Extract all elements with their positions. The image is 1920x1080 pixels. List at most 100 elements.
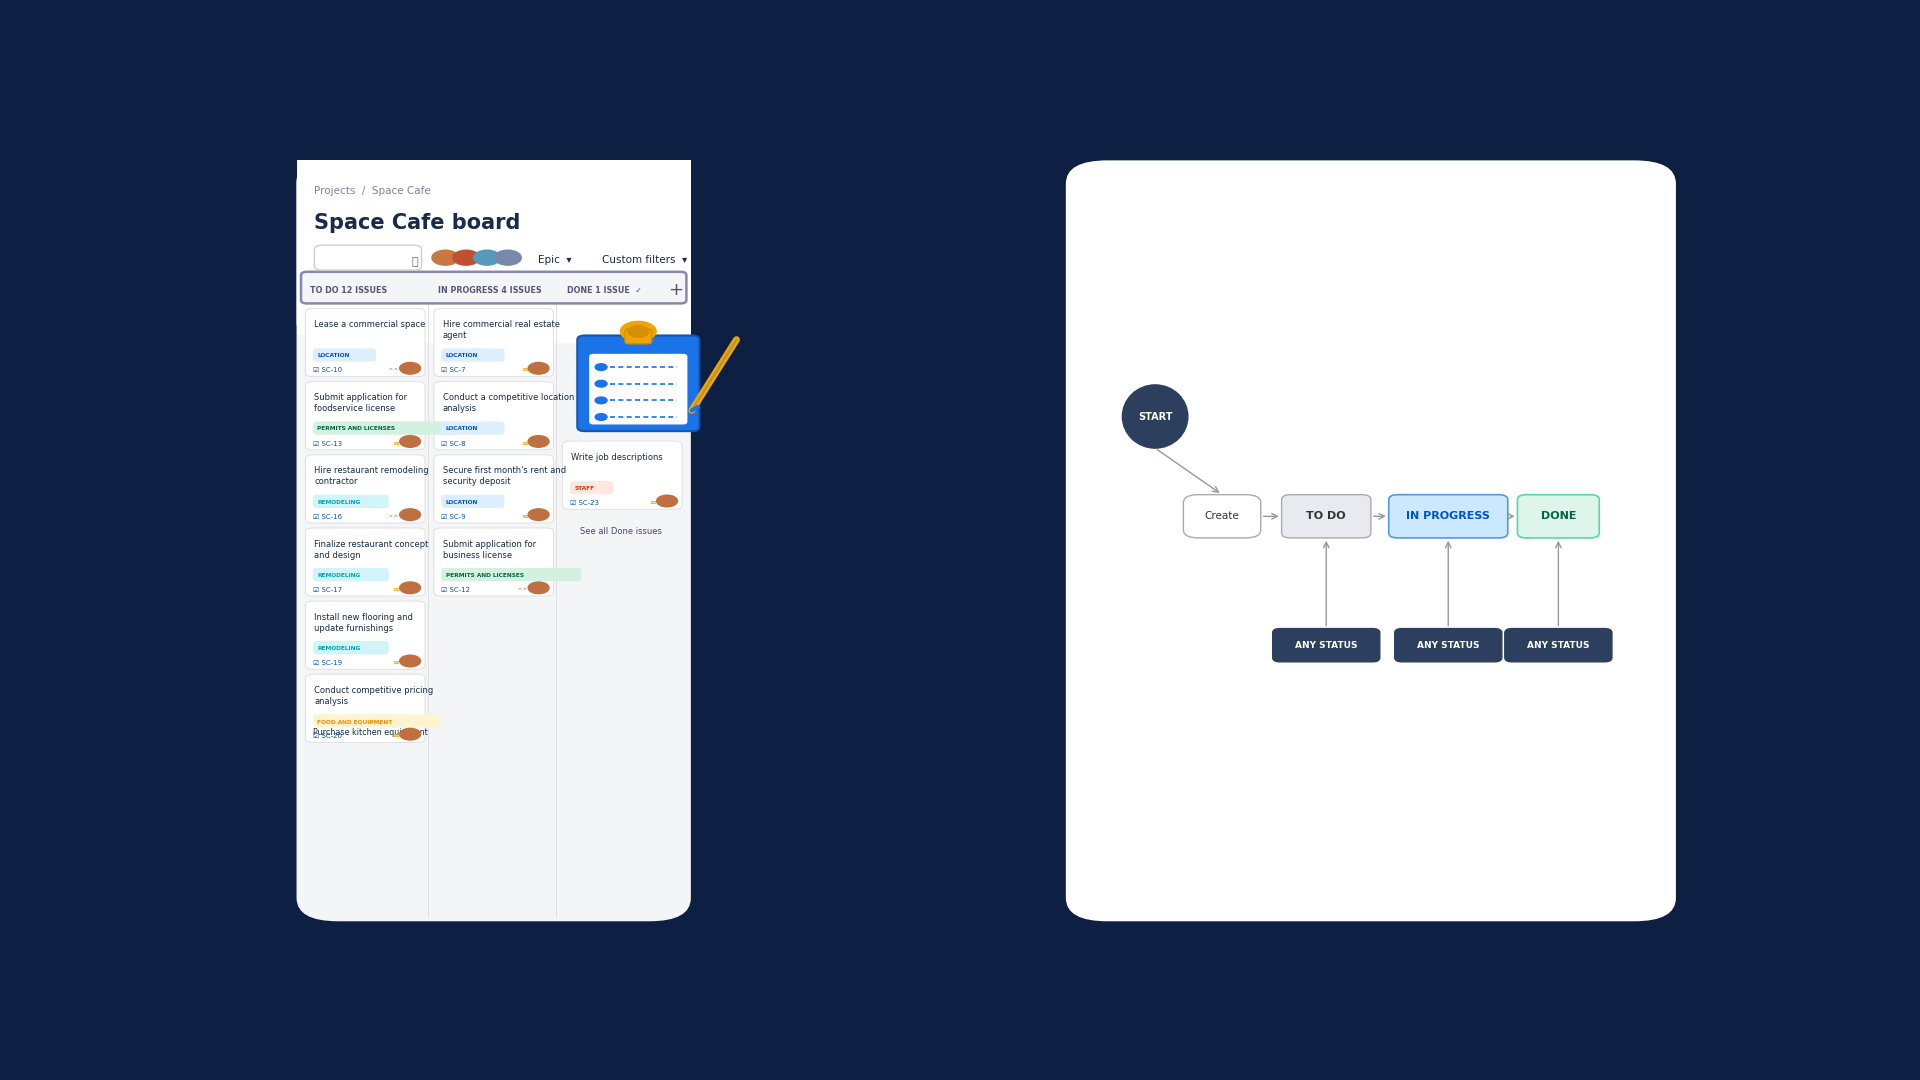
Circle shape [595,364,607,370]
Text: PERMITS AND LICENSES: PERMITS AND LICENSES [317,427,396,432]
Text: DONE 1 ISSUE  ✓: DONE 1 ISSUE ✓ [566,285,641,295]
Circle shape [528,435,549,447]
Circle shape [399,509,420,521]
Circle shape [595,380,607,387]
Text: ☑ SC-16: ☑ SC-16 [313,514,342,519]
FancyBboxPatch shape [1183,495,1261,538]
Text: REMODELING: REMODELING [317,500,361,504]
Text: Custom filters  ▾: Custom filters ▾ [601,256,687,266]
Circle shape [657,495,678,507]
Text: ⌃⌃: ⌃⌃ [388,514,399,519]
Text: ☑ SC-19: ☑ SC-19 [313,660,342,666]
FancyBboxPatch shape [434,528,553,596]
Circle shape [453,251,480,266]
Text: See all Done issues: See all Done issues [580,527,662,537]
Circle shape [399,435,420,447]
FancyBboxPatch shape [305,381,424,449]
Text: LOCATION: LOCATION [445,427,478,432]
Text: Submit application for
foodservice license: Submit application for foodservice licen… [315,393,407,414]
Text: Hire restaurant remodeling
contractor: Hire restaurant remodeling contractor [315,467,428,486]
Circle shape [495,251,520,266]
Text: TO DO 12 ISSUES: TO DO 12 ISSUES [309,285,388,295]
Text: ⌕: ⌕ [411,257,419,267]
FancyBboxPatch shape [442,349,505,362]
Circle shape [595,414,607,420]
Text: ≡: ≡ [520,365,528,375]
Text: ANY STATUS: ANY STATUS [1294,640,1357,650]
Text: PERMITS AND LICENSES: PERMITS AND LICENSES [445,572,524,578]
FancyBboxPatch shape [305,528,424,596]
Text: ☑ SC-10: ☑ SC-10 [313,367,342,374]
Text: ≡: ≡ [649,498,657,508]
Text: TO DO: TO DO [1306,511,1346,522]
Text: ANY STATUS: ANY STATUS [1526,640,1590,650]
Circle shape [620,322,657,341]
FancyBboxPatch shape [1273,629,1380,662]
Text: ≡: ≡ [392,658,399,667]
Text: Write job descriptions: Write job descriptions [572,453,662,462]
FancyBboxPatch shape [1283,495,1371,538]
FancyBboxPatch shape [434,309,553,377]
FancyBboxPatch shape [1517,495,1599,538]
Text: Hire commercial real estate
agent: Hire commercial real estate agent [444,320,561,340]
FancyBboxPatch shape [313,421,453,435]
Text: Conduct a competitive location
analysis: Conduct a competitive location analysis [444,393,574,414]
Text: Install new flooring and
update furnishings: Install new flooring and update furnishi… [315,612,413,633]
Text: Finalize restaurant concept
and design: Finalize restaurant concept and design [315,540,428,559]
FancyBboxPatch shape [624,328,651,343]
Text: ☑ SC-7: ☑ SC-7 [442,367,467,374]
FancyBboxPatch shape [313,495,388,508]
Text: Lease a commercial space: Lease a commercial space [315,320,426,329]
Circle shape [474,251,501,266]
Ellipse shape [1123,384,1188,448]
Circle shape [399,728,420,740]
Text: Epic  ▾: Epic ▾ [538,256,572,266]
Text: Conduct competitive pricing
analysis: Conduct competitive pricing analysis [315,686,434,706]
Text: ≡: ≡ [392,731,399,740]
FancyBboxPatch shape [442,568,582,581]
FancyBboxPatch shape [313,642,388,654]
FancyBboxPatch shape [578,336,699,431]
FancyBboxPatch shape [301,272,687,303]
Text: ☑ SC-13: ☑ SC-13 [313,441,342,447]
Circle shape [399,582,420,594]
Text: ☑ SC-23: ☑ SC-23 [570,500,599,507]
FancyBboxPatch shape [434,381,553,449]
FancyBboxPatch shape [434,455,553,523]
FancyBboxPatch shape [1066,160,1676,921]
Text: LOCATION: LOCATION [445,500,478,504]
FancyBboxPatch shape [305,455,424,523]
Circle shape [432,251,459,266]
FancyBboxPatch shape [313,568,388,581]
Text: START: START [1139,411,1173,421]
FancyBboxPatch shape [1505,629,1613,662]
FancyBboxPatch shape [305,674,424,742]
FancyBboxPatch shape [563,441,682,510]
Text: +: + [668,281,684,299]
Text: LOCATION: LOCATION [317,353,349,359]
Text: ⌃⌃: ⌃⌃ [388,367,399,374]
Text: ☑ SC-12: ☑ SC-12 [442,586,470,593]
Text: ☑ SC-8: ☑ SC-8 [442,441,467,447]
FancyBboxPatch shape [296,160,691,921]
FancyBboxPatch shape [296,160,691,343]
FancyBboxPatch shape [442,421,505,435]
Circle shape [399,363,420,374]
Text: IN PROGRESS 4 ISSUES: IN PROGRESS 4 ISSUES [438,285,541,295]
Circle shape [595,397,607,404]
Text: FOOD AND EQUIPMENT: FOOD AND EQUIPMENT [317,719,392,725]
FancyBboxPatch shape [570,481,614,495]
FancyBboxPatch shape [313,349,376,362]
Text: Purchase kitchen equipment: Purchase kitchen equipment [313,728,428,737]
Text: ☑ SC-20: ☑ SC-20 [313,733,342,740]
Text: ≡: ≡ [520,438,528,447]
FancyBboxPatch shape [442,495,505,508]
Text: STAFF: STAFF [574,486,595,491]
FancyBboxPatch shape [305,309,424,377]
Circle shape [528,509,549,521]
Text: Submit application for
business license: Submit application for business license [444,540,536,559]
FancyBboxPatch shape [305,602,424,670]
Text: ⌃⌃: ⌃⌃ [516,586,528,593]
FancyBboxPatch shape [1394,629,1501,662]
Text: ≡: ≡ [392,438,399,447]
